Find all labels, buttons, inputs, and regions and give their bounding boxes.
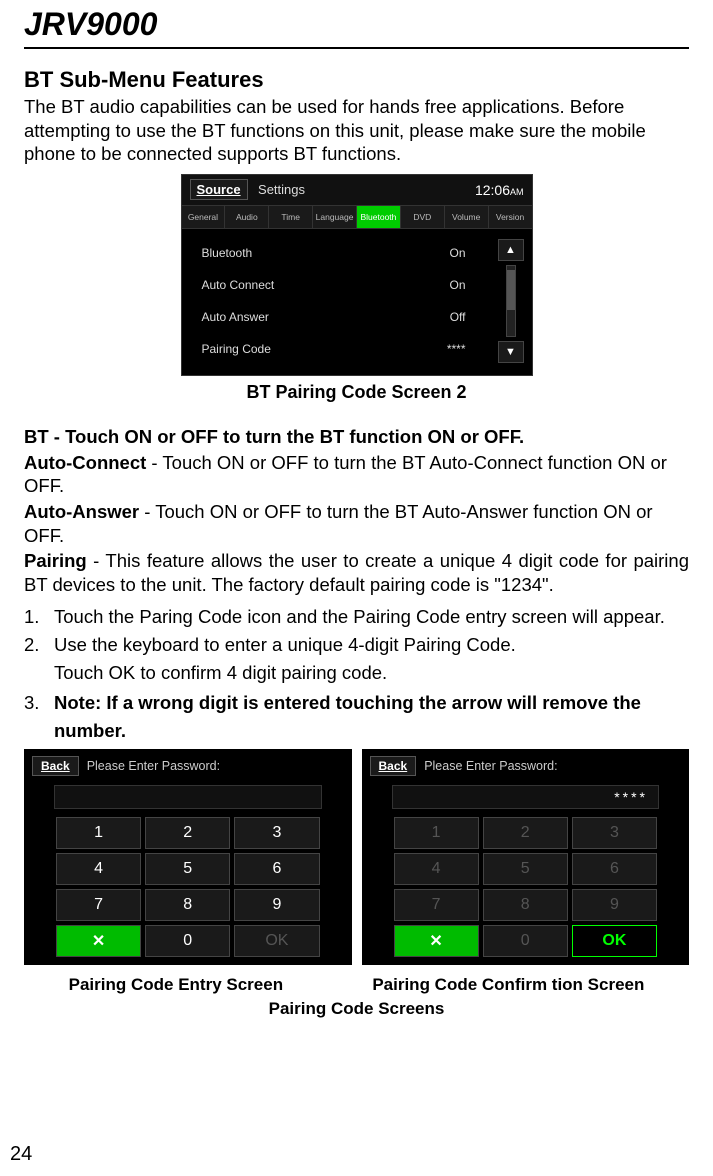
list-text: Touch the Paring Code icon and the Pairi… xyxy=(54,605,689,629)
bt-head: BT - Touch ON or OFF to turn the BT func… xyxy=(24,426,524,447)
tab-version[interactable]: Version xyxy=(489,206,532,228)
list-text: Note: If a wrong digit is entered touchi… xyxy=(54,691,689,715)
key-5[interactable]: 5 xyxy=(145,853,230,885)
auto-connect-para: Auto-Connect - Touch ON or OFF to turn t… xyxy=(24,451,689,498)
tabs-row: General Audio Time Language Bluetooth DV… xyxy=(182,205,532,229)
keypad-grid: 1 2 3 4 5 6 7 8 9 ✕ 0 OK xyxy=(392,815,660,959)
list-num: 1. xyxy=(24,605,54,629)
key-9[interactable]: 9 xyxy=(234,889,319,921)
key-1[interactable]: 1 xyxy=(56,817,141,849)
key-0[interactable]: 0 xyxy=(145,925,230,957)
screenshot-caption: BT Pairing Code Screen 2 xyxy=(24,382,689,403)
key-delete[interactable]: ✕ xyxy=(394,925,479,957)
scroll-down-button[interactable]: ▼ xyxy=(498,341,524,363)
key-4[interactable]: 4 xyxy=(56,853,141,885)
source-button[interactable]: Source xyxy=(190,179,248,200)
page-title: JRV9000 xyxy=(24,0,689,47)
settings-label: Settings xyxy=(258,182,305,197)
key-delete[interactable]: ✕ xyxy=(56,925,141,957)
setting-label: Auto Connect xyxy=(202,278,275,292)
key-8[interactable]: 8 xyxy=(483,889,568,921)
pair-sub-caption: Pairing Code Screens xyxy=(24,999,689,1019)
key-0[interactable]: 0 xyxy=(483,925,568,957)
clock-suffix: AM xyxy=(510,187,524,197)
key-2[interactable]: 2 xyxy=(145,817,230,849)
key-5[interactable]: 5 xyxy=(483,853,568,885)
entry-caption: Pairing Code Entry Screen xyxy=(69,975,283,995)
list-item-1: 1. Touch the Paring Code icon and the Pa… xyxy=(24,605,689,629)
key-3[interactable]: 3 xyxy=(234,817,319,849)
setting-label: Pairing Code xyxy=(202,342,271,356)
prompt-label: Please Enter Password: xyxy=(424,759,557,773)
keypad-grid: 1 2 3 4 5 6 7 8 9 ✕ 0 OK xyxy=(54,815,322,959)
tab-bluetooth[interactable]: Bluetooth xyxy=(357,206,401,228)
list-item-2: 2. Use the keyboard to enter a unique 4-… xyxy=(24,633,689,657)
key-8[interactable]: 8 xyxy=(145,889,230,921)
back-button[interactable]: Back xyxy=(32,756,79,776)
setting-value: **** xyxy=(447,342,466,356)
confirm-caption: Pairing Code Confirm tion Screen xyxy=(372,975,644,995)
list-text: Use the keyboard to enter a unique 4-dig… xyxy=(54,633,689,657)
pg-head: Pairing xyxy=(24,550,87,571)
setting-row-bluetooth[interactable]: Bluetooth On xyxy=(202,237,490,269)
setting-label: Auto Answer xyxy=(202,310,269,324)
tab-volume[interactable]: Volume xyxy=(445,206,489,228)
key-4[interactable]: 4 xyxy=(394,853,479,885)
key-ok[interactable]: OK xyxy=(234,925,319,957)
tab-general[interactable]: General xyxy=(182,206,226,228)
intro-text: The BT audio capabilities can be used fo… xyxy=(24,95,689,166)
key-6[interactable]: 6 xyxy=(234,853,319,885)
tab-language[interactable]: Language xyxy=(313,206,357,228)
setting-value: On xyxy=(449,278,465,292)
bt-settings-screenshot: Source Settings 12:06AM General Audio Ti… xyxy=(181,174,533,376)
setting-label: Bluetooth xyxy=(202,246,253,260)
pairing-confirm-screenshot: Back Please Enter Password: **** 1 2 3 4… xyxy=(362,749,690,965)
key-7[interactable]: 7 xyxy=(394,889,479,921)
key-ok[interactable]: OK xyxy=(572,925,657,957)
key-1[interactable]: 1 xyxy=(394,817,479,849)
header-rule xyxy=(24,47,689,49)
scroll-up-button[interactable]: ▲ xyxy=(498,239,524,261)
list-note-a: Note: If a wrong digit is entered touchi… xyxy=(54,692,641,713)
scroll-thumb[interactable] xyxy=(507,270,515,310)
setting-value: On xyxy=(449,246,465,260)
bt-para: BT - Touch ON or OFF to turn the BT func… xyxy=(24,425,689,449)
list-note-b: number. xyxy=(54,720,126,741)
clock-time: 12:06 xyxy=(475,182,510,198)
scrollbar[interactable] xyxy=(506,265,516,337)
tab-audio[interactable]: Audio xyxy=(225,206,269,228)
key-7[interactable]: 7 xyxy=(56,889,141,921)
pg-body: - This feature allows the user to create… xyxy=(24,550,689,595)
back-button[interactable]: Back xyxy=(370,756,417,776)
page-number: 24 xyxy=(10,1143,32,1166)
list-num: 3. xyxy=(24,691,54,715)
prompt-label: Please Enter Password: xyxy=(87,759,220,773)
setting-row-auto-connect[interactable]: Auto Connect On xyxy=(202,269,490,301)
section-title: BT Sub-Menu Features xyxy=(24,67,689,93)
key-6[interactable]: 6 xyxy=(572,853,657,885)
clock: 12:06AM xyxy=(475,182,524,198)
setting-row-pairing-code[interactable]: Pairing Code **** xyxy=(202,333,490,365)
key-2[interactable]: 2 xyxy=(483,817,568,849)
setting-row-auto-answer[interactable]: Auto Answer Off xyxy=(202,301,490,333)
list-item-2b: Touch OK to confirm 4 digit pairing code… xyxy=(54,661,689,685)
key-9[interactable]: 9 xyxy=(572,889,657,921)
key-3[interactable]: 3 xyxy=(572,817,657,849)
auto-answer-para: Auto-Answer - Touch ON or OFF to turn th… xyxy=(24,500,689,547)
list-item-3b: number. xyxy=(54,719,689,743)
password-display xyxy=(54,785,322,809)
password-display: **** xyxy=(392,785,660,809)
list-item-3: 3. Note: If a wrong digit is entered tou… xyxy=(24,691,689,715)
pairing-para: Pairing - This feature allows the user t… xyxy=(24,549,689,596)
tab-time[interactable]: Time xyxy=(269,206,313,228)
setting-value: Off xyxy=(450,310,466,324)
aa-head: Auto-Answer xyxy=(24,501,139,522)
list-num: 2. xyxy=(24,633,54,657)
ac-head: Auto-Connect xyxy=(24,452,146,473)
pairing-entry-screenshot: Back Please Enter Password: 1 2 3 4 5 6 … xyxy=(24,749,352,965)
tab-dvd[interactable]: DVD xyxy=(401,206,445,228)
